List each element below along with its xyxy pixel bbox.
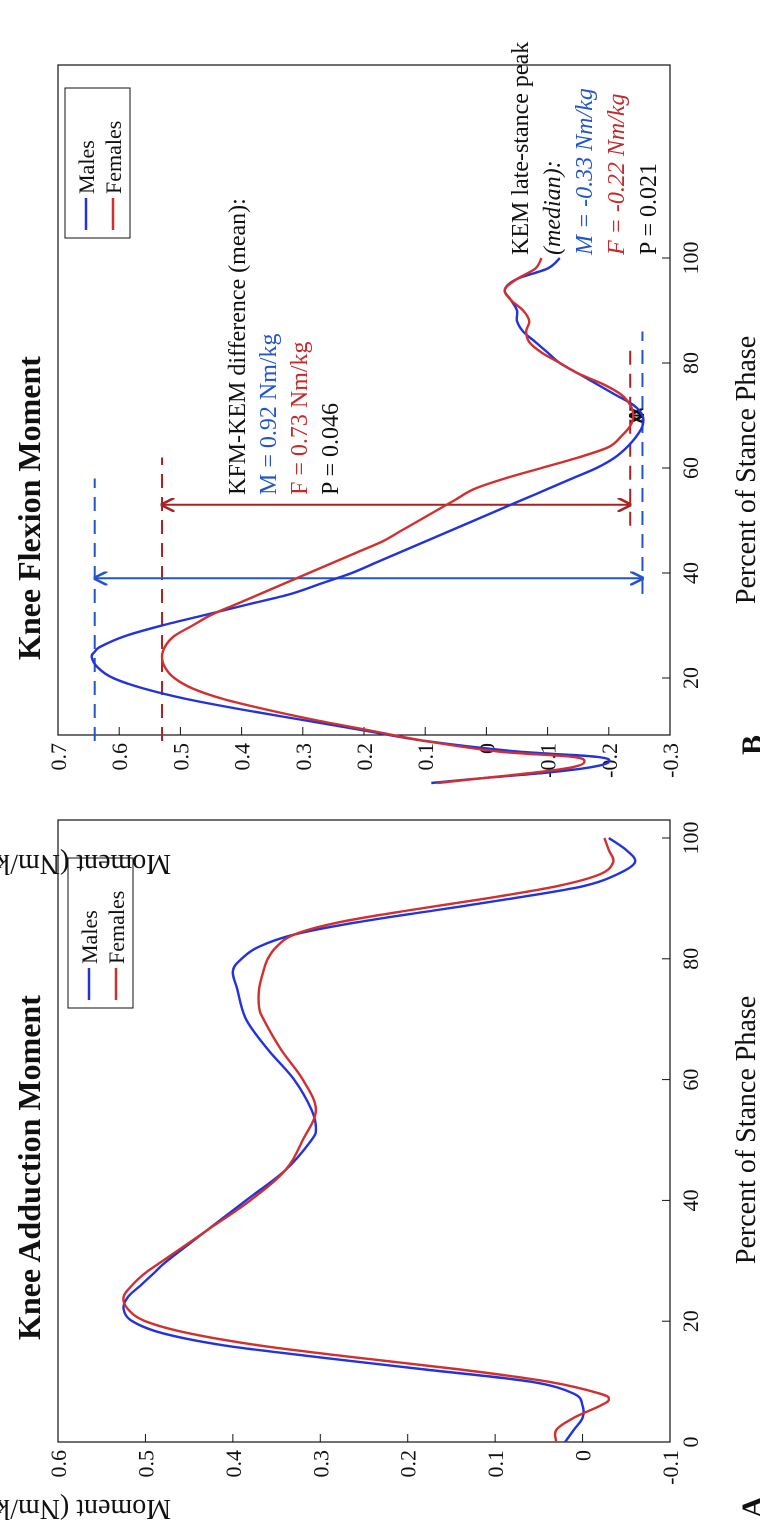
kem-title-line2: (median): bbox=[540, 160, 566, 255]
kem-females: F = -0.22 Nm/kg bbox=[604, 93, 630, 256]
panel-a: 0 20 40 60 80 100 -0.1 0 0.1 0.2 0.3 0.4 0.5 0.6 Male… bbox=[0, 819, 760, 1524]
panel-a-xlabel: Percent of Stance Phase bbox=[731, 996, 760, 1264]
panel-b-ylabel: Moment (Nm/kg) bbox=[0, 848, 171, 879]
panel-a-lines bbox=[122, 837, 637, 1443]
a-ytick-label: 0.3 bbox=[308, 1450, 333, 1478]
a-xtick-label: 100 bbox=[678, 822, 703, 855]
b-xtick-label: 100 bbox=[678, 242, 703, 275]
a-xtick-label: 40 bbox=[678, 1189, 703, 1211]
a-ytick-label: 0.6 bbox=[46, 1450, 71, 1478]
panel-b-label: B bbox=[736, 735, 760, 755]
panel-b-legend: Males Females bbox=[64, 87, 131, 239]
a-ytick-label: 0.5 bbox=[133, 1450, 158, 1478]
panel-a-legend-box bbox=[67, 857, 134, 1009]
kfm-p-value: P = 0.046 bbox=[318, 403, 344, 495]
panel-b-xlabel: Percent of Stance Phase bbox=[731, 336, 760, 604]
b-series-females bbox=[160, 257, 635, 785]
a-ytick-label: -0.1 bbox=[658, 1450, 683, 1485]
b-ytick-label: 0.6 bbox=[107, 743, 132, 771]
panel-a-label: A bbox=[736, 1496, 760, 1518]
panel-b-lines bbox=[90, 257, 645, 785]
kfm-females: F = 0.73 Nm/kg bbox=[287, 341, 313, 495]
panel-b-legend-box bbox=[64, 87, 131, 239]
b-ytick-label: 0.2 bbox=[352, 743, 377, 771]
b-ytick-label: 0.5 bbox=[168, 743, 193, 771]
panel-b: 20406080100-0.3-0.2-0.100.10.20.30.40.50… bbox=[0, 42, 760, 879]
a-ytick-label: 0.4 bbox=[221, 1450, 246, 1478]
panel-a-ylabel: Moment (Nm/kg) bbox=[0, 1493, 171, 1524]
b-series-males bbox=[90, 257, 645, 785]
b-xtick-label: 60 bbox=[678, 457, 703, 479]
panel-a-legend-females: Females bbox=[104, 891, 129, 964]
panel-a-legend-males: Males bbox=[77, 910, 102, 964]
panel-b-annotation-lines bbox=[95, 331, 643, 741]
a-xtick-label: 60 bbox=[678, 1069, 703, 1091]
panel-b-title: Knee Flexion Moment bbox=[11, 356, 47, 660]
a-ytick-label: 0.1 bbox=[483, 1450, 508, 1478]
panel-b-legend-females: Females bbox=[101, 121, 126, 194]
b-xtick-label: 20 bbox=[678, 667, 703, 689]
a-ytick-label: 0 bbox=[571, 1450, 596, 1461]
kem-males: M = -0.33 Nm/kg bbox=[572, 88, 598, 256]
kfm-males: M = 0.92 Nm/kg bbox=[256, 333, 282, 495]
a-xtick-label: 0 bbox=[678, 1437, 703, 1448]
panel-b-ticks: 20406080100-0.3-0.2-0.100.10.20.30.40.50… bbox=[46, 242, 703, 778]
a-series-females bbox=[122, 837, 615, 1443]
panel-a-ticks: 0 20 40 60 80 100 -0.1 0 0.1 0.2 0.3 0.4 0.5 0.6 bbox=[46, 822, 703, 1485]
b-ytick-label: -0.3 bbox=[658, 743, 683, 778]
a-xtick-label: 20 bbox=[678, 1310, 703, 1332]
panel-a-legend: Males Females bbox=[67, 857, 134, 1009]
a-xtick-label: 80 bbox=[678, 948, 703, 970]
kem-p-value: P = 0.021 bbox=[636, 163, 662, 255]
a-ytick-label: 0.2 bbox=[396, 1450, 421, 1478]
b-ytick-label: 0.7 bbox=[46, 743, 71, 771]
b-ytick-label: 0.4 bbox=[230, 743, 255, 771]
b-xtick-label: 80 bbox=[678, 352, 703, 374]
b-ytick-label: 0.3 bbox=[291, 743, 316, 771]
a-series-males bbox=[122, 837, 637, 1443]
b-xtick-label: 40 bbox=[678, 562, 703, 584]
panel-a-title: Knee Adduction Moment bbox=[11, 995, 47, 1340]
panel-b-legend-males: Males bbox=[74, 140, 99, 194]
kfm-title: KFM-KEM difference (mean): bbox=[225, 198, 251, 495]
b-ytick-label: 0.1 bbox=[413, 743, 438, 771]
kem-title-line1: KEM late-stance peak bbox=[508, 42, 534, 255]
panel-a-plot-frame bbox=[57, 819, 671, 1443]
